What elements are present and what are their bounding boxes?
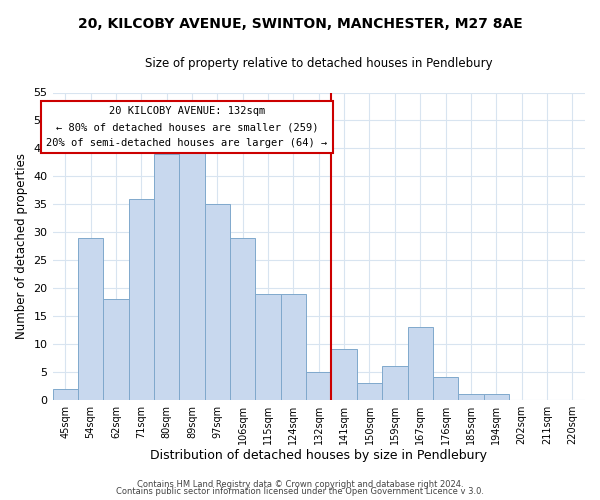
Bar: [78, 238, 103, 400]
Bar: [331, 350, 357, 400]
Bar: [281, 294, 306, 400]
Bar: [484, 394, 509, 400]
Text: Contains HM Land Registry data © Crown copyright and database right 2024.: Contains HM Land Registry data © Crown c…: [137, 480, 463, 489]
X-axis label: Distribution of detached houses by size in Pendlebury: Distribution of detached houses by size …: [150, 450, 487, 462]
Bar: [230, 238, 256, 400]
Bar: [407, 327, 433, 400]
Title: Size of property relative to detached houses in Pendlebury: Size of property relative to detached ho…: [145, 58, 493, 70]
Text: 20 KILCOBY AVENUE: 132sqm
← 80% of detached houses are smaller (259)
20% of semi: 20 KILCOBY AVENUE: 132sqm ← 80% of detac…: [46, 106, 328, 148]
Bar: [53, 388, 78, 400]
Bar: [357, 383, 382, 400]
Y-axis label: Number of detached properties: Number of detached properties: [15, 153, 28, 339]
Text: Contains public sector information licensed under the Open Government Licence v : Contains public sector information licen…: [116, 487, 484, 496]
Bar: [433, 378, 458, 400]
Bar: [179, 143, 205, 400]
Bar: [256, 294, 281, 400]
Bar: [154, 154, 179, 400]
Bar: [458, 394, 484, 400]
Text: 20, KILCOBY AVENUE, SWINTON, MANCHESTER, M27 8AE: 20, KILCOBY AVENUE, SWINTON, MANCHESTER,…: [77, 18, 523, 32]
Bar: [103, 299, 128, 400]
Bar: [205, 204, 230, 400]
Bar: [382, 366, 407, 400]
Bar: [306, 372, 331, 400]
Bar: [128, 198, 154, 400]
